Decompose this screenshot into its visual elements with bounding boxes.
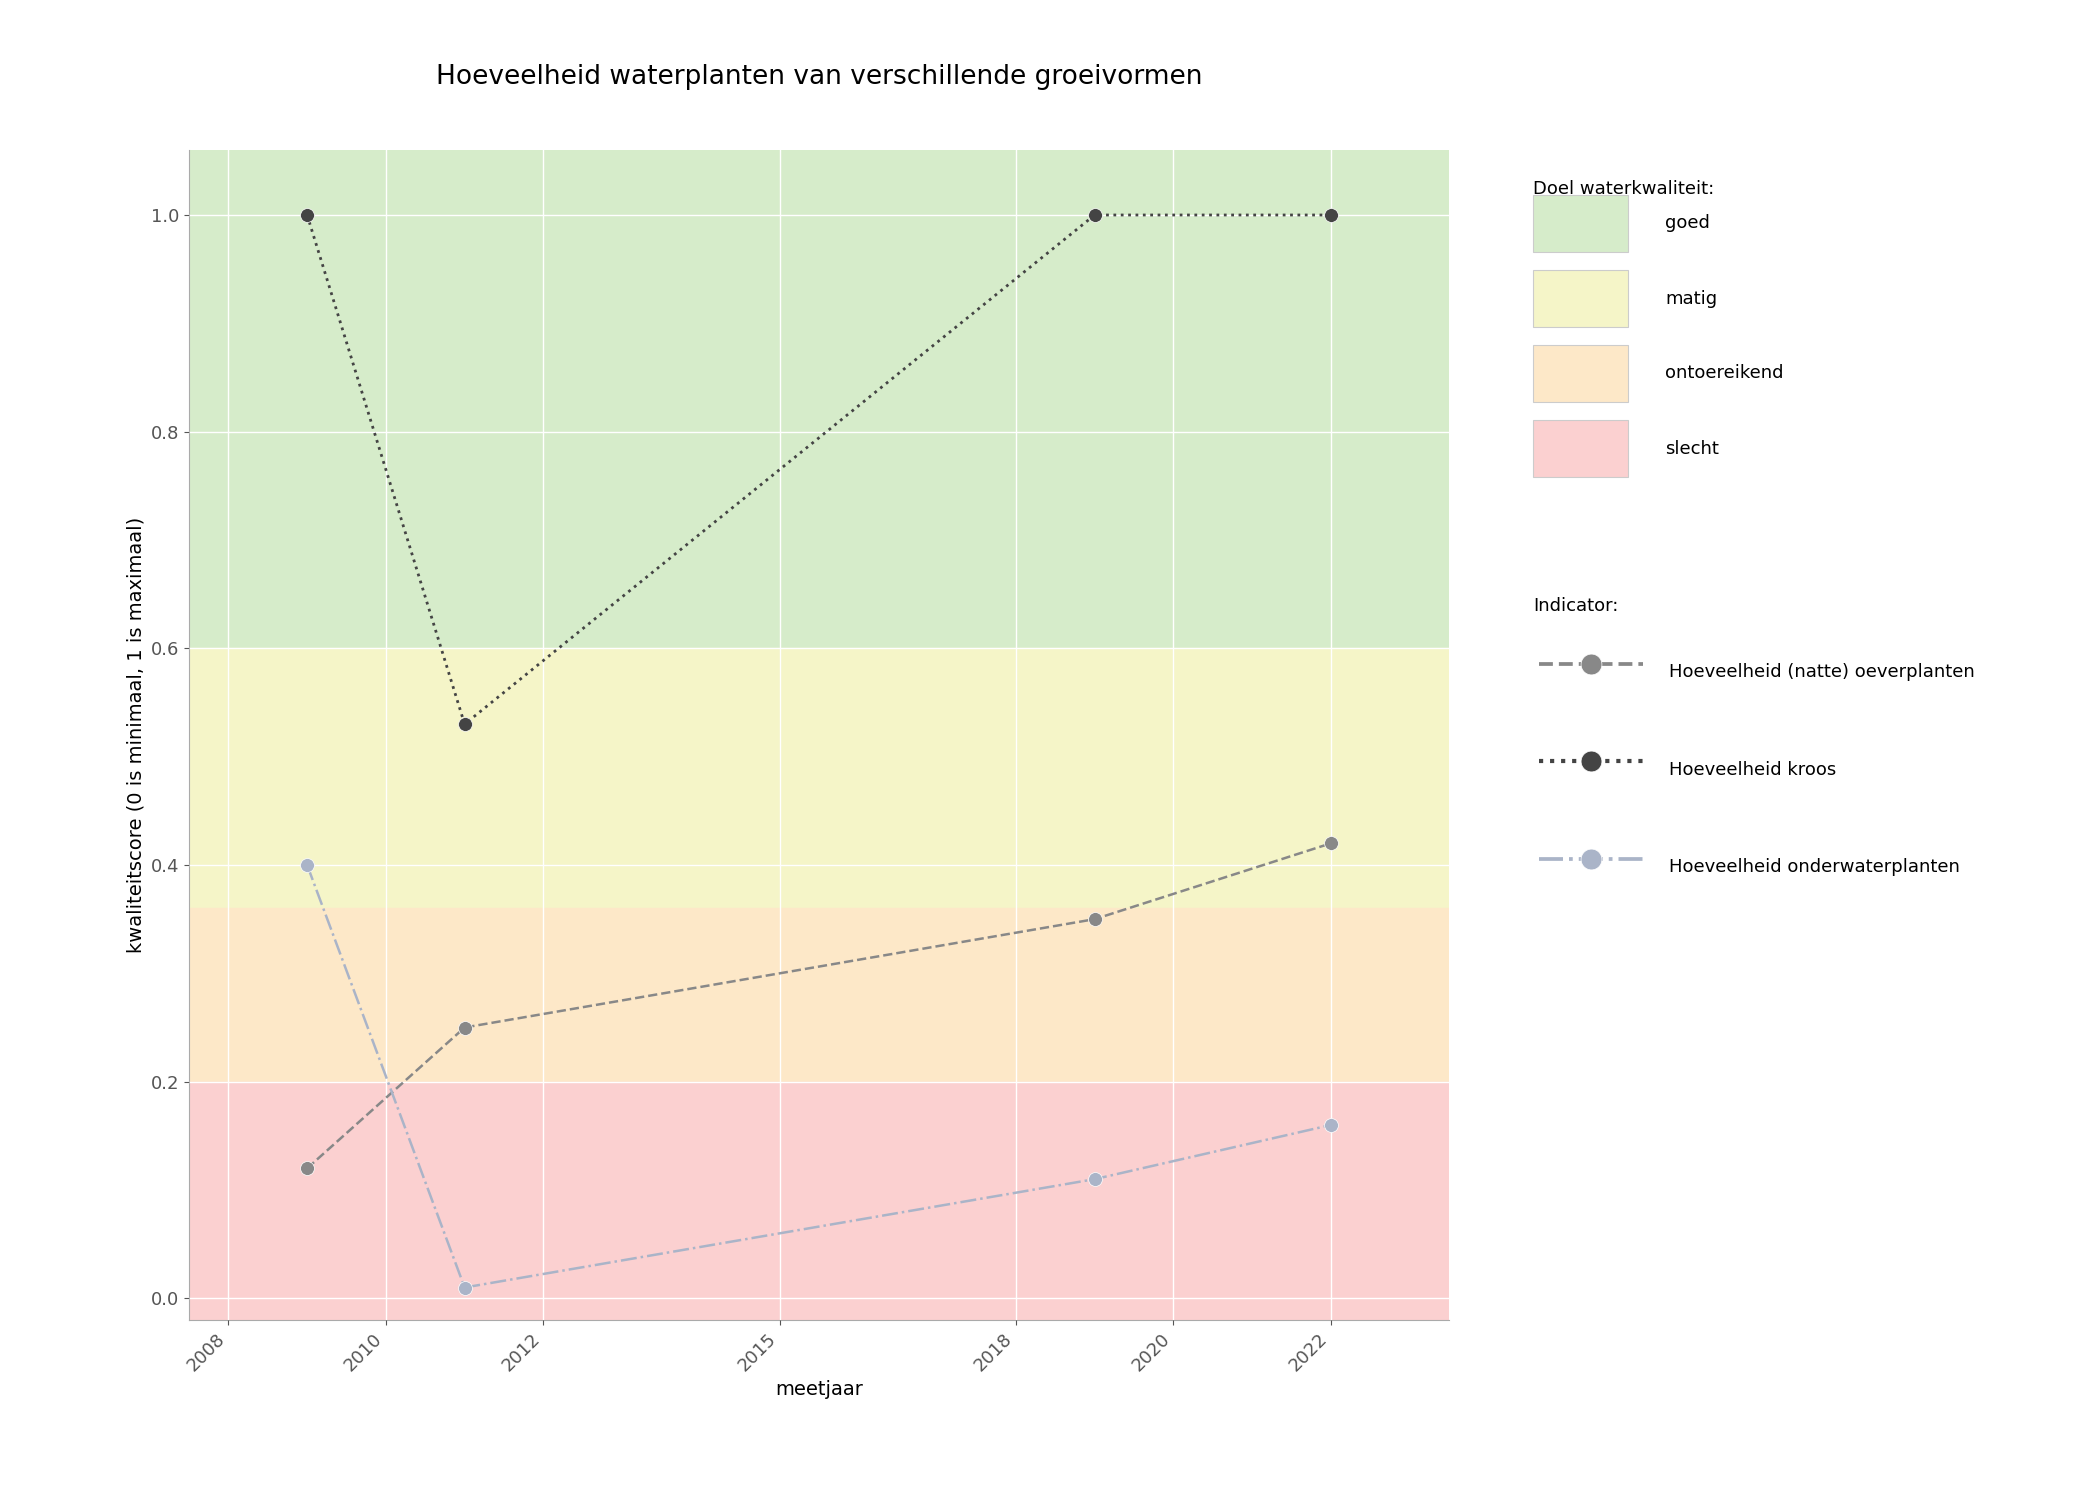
Text: Doel waterkwaliteit:: Doel waterkwaliteit: bbox=[1533, 180, 1714, 198]
Bar bbox=[189, 150, 1449, 648]
Text: Hoeveelheid kroos: Hoeveelheid kroos bbox=[1670, 760, 1838, 778]
Text: Hoeveelheid (natte) oeverplanten: Hoeveelheid (natte) oeverplanten bbox=[1670, 663, 1976, 681]
Bar bbox=[189, 648, 1449, 909]
Text: goed: goed bbox=[1665, 214, 1709, 232]
Bar bbox=[189, 1082, 1449, 1320]
Text: matig: matig bbox=[1665, 290, 1718, 308]
Y-axis label: kwaliteitscore (0 is minimaal, 1 is maximaal): kwaliteitscore (0 is minimaal, 1 is maxi… bbox=[126, 518, 145, 952]
Text: Hoeveelheid waterplanten van verschillende groeivormen: Hoeveelheid waterplanten van verschillen… bbox=[437, 64, 1201, 90]
Text: slecht: slecht bbox=[1665, 440, 1720, 458]
Bar bbox=[189, 909, 1449, 1082]
X-axis label: meetjaar: meetjaar bbox=[775, 1380, 863, 1400]
Text: ontoereikend: ontoereikend bbox=[1665, 364, 1783, 382]
Text: Indicator:: Indicator: bbox=[1533, 597, 1619, 615]
Text: Hoeveelheid onderwaterplanten: Hoeveelheid onderwaterplanten bbox=[1670, 858, 1961, 876]
